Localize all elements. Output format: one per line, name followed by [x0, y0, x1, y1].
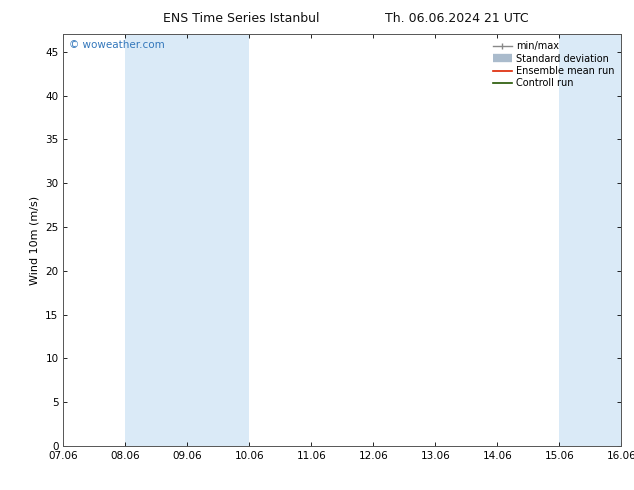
Bar: [559, 34, 634, 446]
Text: Th. 06.06.2024 21 UTC: Th. 06.06.2024 21 UTC: [385, 12, 528, 25]
Bar: [126, 34, 249, 446]
Legend: min/max, Standard deviation, Ensemble mean run, Controll run: min/max, Standard deviation, Ensemble me…: [491, 39, 616, 90]
Bar: [621, 34, 634, 446]
Text: ENS Time Series Istanbul: ENS Time Series Istanbul: [163, 12, 319, 25]
Text: © woweather.com: © woweather.com: [69, 41, 165, 50]
Y-axis label: Wind 10m (m/s): Wind 10m (m/s): [30, 196, 40, 285]
